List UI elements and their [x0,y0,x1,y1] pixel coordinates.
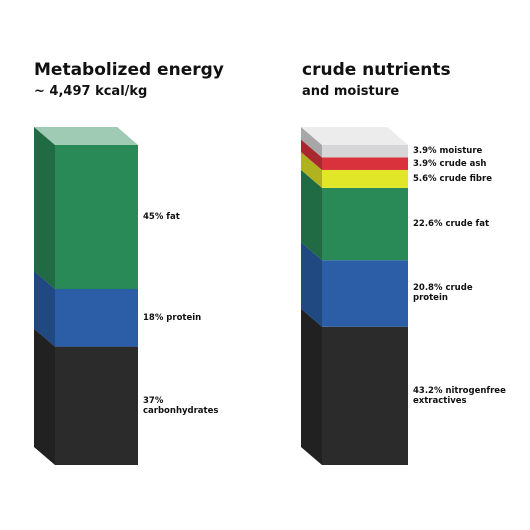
side-shade [301,151,322,188]
bar-segment [322,157,408,170]
top-light [34,127,138,145]
chart-title: Metabolized energy [34,60,224,80]
side-shade [34,127,55,289]
bar-segment-side [301,169,322,261]
value-label: 45% fat [143,212,180,222]
bar-segment-side [34,328,55,465]
bar-segment [322,145,408,158]
bar-segment [322,260,408,327]
side-shade [34,271,55,347]
chart-title: crude nutrients [302,60,451,80]
value-label: 37% carbonhydrates [143,395,219,416]
value-label: 3.9% crude ash [413,158,487,169]
value-label: 5.6% crude fibre [413,173,492,184]
value-label: 3.9% moisture [413,146,483,157]
chart-subtitle: and moisture [302,84,400,99]
side-shade [34,328,55,465]
bar-segment [322,187,408,261]
bar-segment [55,289,138,347]
value-label: 20.8% crude protein [413,283,473,304]
bar-segment-side [301,139,322,170]
bar-segment [55,346,138,465]
value-label: 43.2% nitrogenfree extractives [413,385,506,406]
side-shade [301,242,322,327]
side-shade [301,308,322,465]
bar-segment [322,326,408,465]
chart-subtitle: ~ 4,497 kcal/kg [34,84,148,99]
bar-segment-side [301,127,322,158]
value-label: 18% protein [143,312,202,323]
bar-segment [55,145,138,289]
value-label: 22.6% crude fat [413,219,490,230]
bar-segment-side [34,127,55,289]
bar-segment [322,169,408,188]
side-shade [301,127,322,158]
side-shade [301,139,322,170]
top-light [301,127,408,145]
side-shade [301,169,322,261]
bar-segment-side [301,242,322,327]
bar-segment-side [301,151,322,188]
bar-segment-side [301,308,322,465]
bar-segment-side [34,271,55,347]
